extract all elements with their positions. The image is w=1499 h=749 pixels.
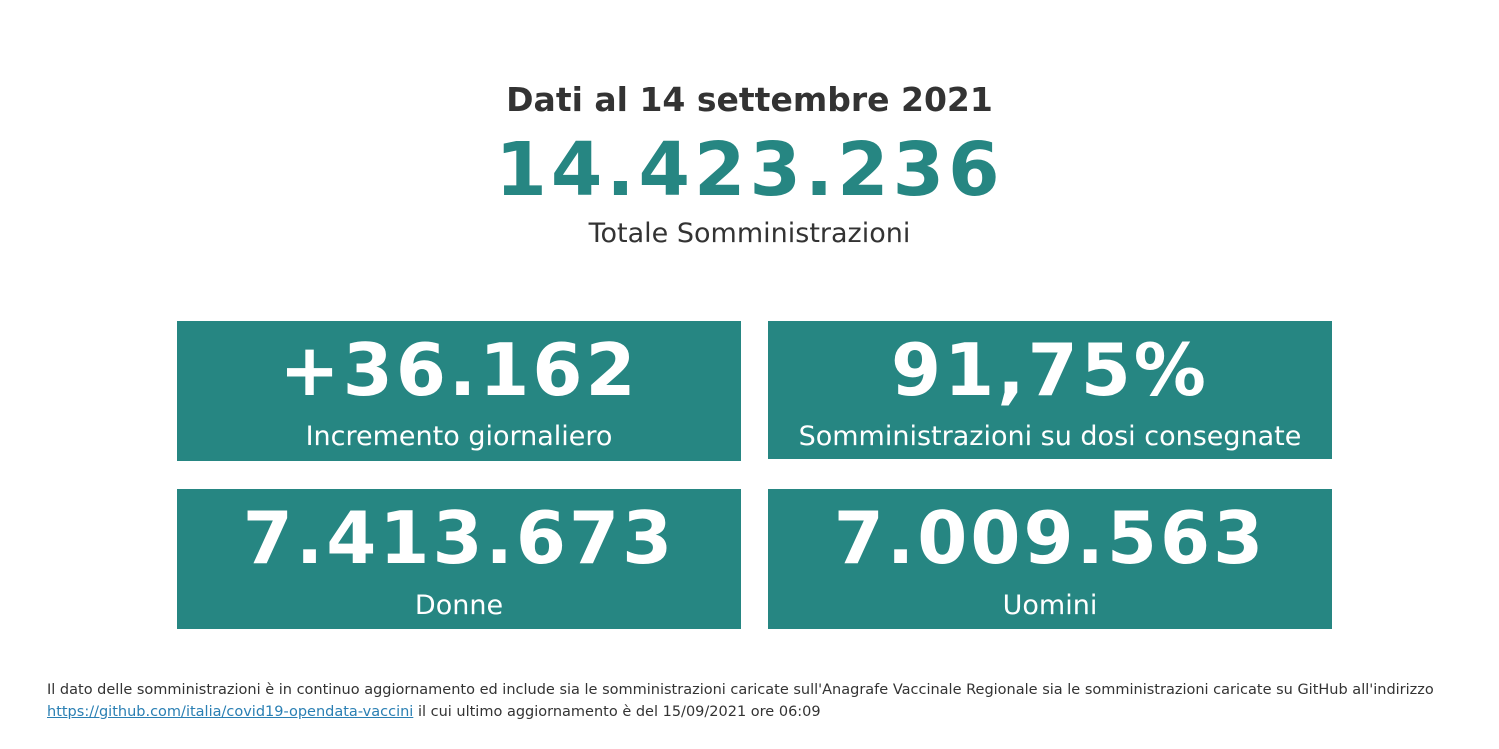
daily-increase-value: +36.162 (279, 328, 639, 412)
github-repo-link[interactable]: https://github.com/italia/covid19-openda… (47, 704, 414, 720)
footnote-text-after: il cui ultimo aggiornamento è del 15/09/… (417, 704, 821, 720)
data-source-footnote: Il dato delle somministrazioni è in cont… (47, 679, 1487, 723)
women-label: Donne (414, 590, 504, 621)
men-card: 7.009.563 Uomini (768, 489, 1332, 629)
administered-ratio-label: Somministrazioni su dosi consegnate (798, 421, 1302, 452)
footnote-text-before: Il dato delle somministrazioni è in cont… (47, 682, 1434, 698)
women-card: 7.413.673 Donne (177, 489, 741, 629)
daily-increase-card: +36.162 Incremento giornaliero (177, 321, 741, 461)
administered-ratio-value: 91,75% (891, 328, 1209, 412)
men-value: 7.009.563 (833, 496, 1267, 580)
administered-ratio-card: 91,75% Somministrazioni su dosi consegna… (768, 321, 1332, 459)
men-label: Uomini (1002, 590, 1098, 621)
total-administrations-value: 14.423.236 (495, 127, 1004, 213)
total-administrations-label: Totale Somministrazioni (588, 218, 911, 249)
data-date-title: Dati al 14 settembre 2021 (506, 80, 993, 119)
women-value: 7.413.673 (242, 496, 676, 580)
daily-increase-label: Incremento giornaliero (305, 421, 613, 452)
